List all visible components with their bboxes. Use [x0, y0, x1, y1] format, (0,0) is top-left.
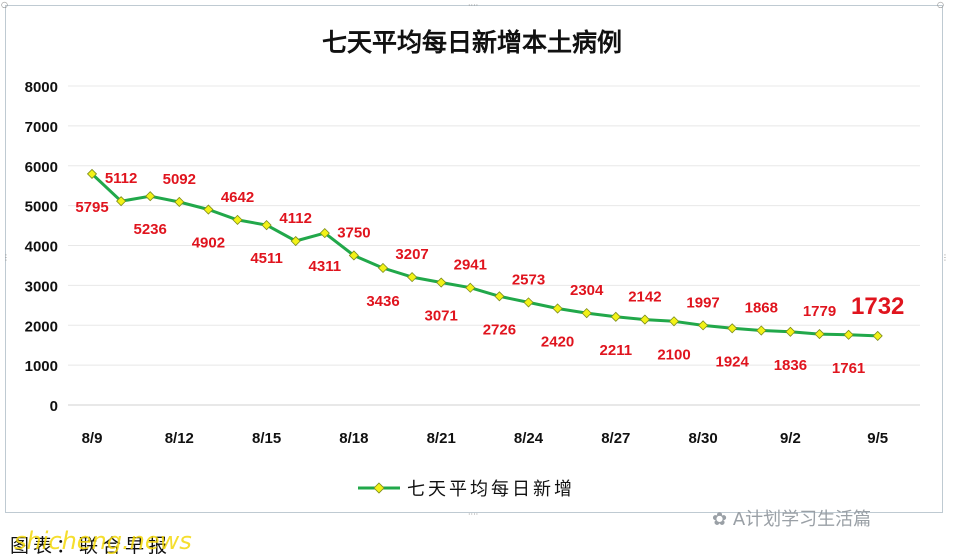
y-tick-label: 1000	[25, 358, 58, 375]
data-label: 3207	[395, 246, 428, 263]
data-label: 5092	[163, 171, 196, 188]
y-tick-label: 0	[50, 398, 58, 415]
data-point	[698, 320, 709, 331]
data-label: 1761	[832, 360, 865, 377]
x-tick-label: 9/2	[780, 430, 801, 447]
data-point	[145, 191, 156, 202]
resize-handle-mid-left[interactable]: ⋮	[2, 253, 10, 262]
data-label: 1868	[745, 300, 778, 317]
data-label: 1779	[803, 303, 836, 320]
data-labels: 5795 5112 5236 5092 4902 4642 4511 4112 4311 3750…	[75, 170, 904, 377]
x-tick-label: 8/9	[82, 430, 103, 447]
x-tick-label: 8/12	[165, 430, 194, 447]
data-point	[872, 330, 883, 342]
legend-series-name: 七天平均每日新增	[407, 479, 575, 500]
data-point	[581, 308, 592, 319]
x-tick-label: 8/18	[339, 430, 368, 447]
data-point	[86, 168, 98, 179]
wechat-account-name: A计划学习生活篇	[732, 509, 872, 530]
x-tick-label: 8/27	[601, 430, 630, 447]
data-point	[785, 326, 796, 337]
resize-handle-top-right[interactable]: ○	[937, 0, 944, 9]
y-tick-label: 7000	[25, 119, 58, 136]
data-label: 2142	[628, 289, 661, 306]
data-point	[232, 214, 243, 225]
y-tick-label: 4000	[25, 239, 58, 256]
y-tick-label: 2000	[25, 318, 58, 335]
resize-handle-mid-right[interactable]: ⋮	[941, 253, 949, 262]
data-point	[348, 250, 359, 261]
data-label: 4311	[309, 258, 342, 275]
y-tick-label: 5000	[25, 199, 58, 216]
y-tick-label: 3000	[25, 278, 58, 295]
resize-handle-top-left[interactable]: ○	[1, 0, 8, 9]
data-point	[203, 204, 214, 215]
data-point	[174, 196, 185, 208]
data-label: 5112	[105, 170, 138, 187]
data-point	[377, 262, 389, 274]
data-label: 1732	[851, 293, 904, 320]
series-line	[90, 172, 878, 338]
y-tick-label: 8000	[25, 79, 58, 96]
data-label: 2100	[657, 346, 690, 363]
chart-source-credit: 图表：联合早报	[10, 535, 172, 557]
x-tick-label: 9/5	[867, 430, 888, 447]
data-label: 4511	[250, 250, 283, 267]
grid-lines	[68, 85, 920, 406]
data-label: 1997	[686, 294, 719, 311]
x-tick-label: 8/21	[427, 430, 456, 447]
data-label: 5795	[75, 199, 108, 216]
data-label: 3436	[366, 293, 399, 310]
chart-title: 七天平均每日新增本土病例	[322, 28, 622, 57]
data-label: 4112	[279, 210, 312, 227]
x-tick-label: 8/15	[252, 430, 281, 447]
data-point	[843, 329, 854, 340]
brand-watermark: shicheng.news	[14, 527, 192, 555]
wechat-watermark: ✿ A计划学习生活篇	[712, 505, 871, 531]
data-point	[261, 220, 272, 231]
x-tick-label: 8/30	[688, 430, 717, 447]
data-point	[436, 277, 447, 288]
data-label: 2573	[512, 271, 545, 288]
data-point	[319, 228, 330, 239]
data-label: 1836	[774, 357, 807, 374]
series-markers	[86, 168, 883, 342]
data-point	[290, 235, 301, 247]
data-label: 2304	[570, 282, 604, 299]
data-label: 3750	[337, 224, 370, 241]
legend-marker-swatch	[373, 482, 385, 494]
data-label: 3071	[425, 308, 458, 325]
data-label: 4642	[221, 189, 254, 206]
data-label: 5236	[134, 221, 167, 238]
data-label: 2211	[600, 342, 633, 359]
y-tick-label: 6000	[25, 159, 58, 176]
data-point	[552, 303, 563, 314]
data-label: 1924	[716, 353, 750, 370]
data-point	[756, 325, 767, 336]
data-point	[610, 311, 621, 322]
data-point	[523, 297, 534, 308]
resize-handle-top-center[interactable]: ····	[468, 1, 479, 10]
data-point	[116, 196, 127, 207]
data-label: 2420	[541, 334, 574, 351]
data-label: 2726	[483, 321, 516, 338]
data-label: 4902	[192, 235, 225, 252]
data-point	[668, 316, 680, 327]
legend: 七天平均每日新增	[358, 479, 575, 500]
x-tick-label: 8/24	[514, 430, 544, 447]
x-axis-ticks: 8/9 8/12 8/15 8/18 8/21 8/24 8/27 8/30 9/2 9/5	[82, 430, 889, 447]
resize-handle-bottom-center[interactable]: ····	[468, 510, 479, 519]
chart-frame	[5, 5, 943, 513]
wechat-icon: ✿	[712, 509, 733, 530]
y-axis-ticks: 0 1000 2000 3000 4000 5000 6000 7000 8000	[25, 79, 58, 415]
data-point	[494, 291, 505, 302]
data-point	[727, 323, 738, 334]
data-point	[639, 314, 650, 325]
data-point	[407, 272, 418, 283]
data-label: 2941	[454, 257, 487, 274]
data-point	[814, 328, 825, 340]
data-point	[465, 282, 476, 293]
